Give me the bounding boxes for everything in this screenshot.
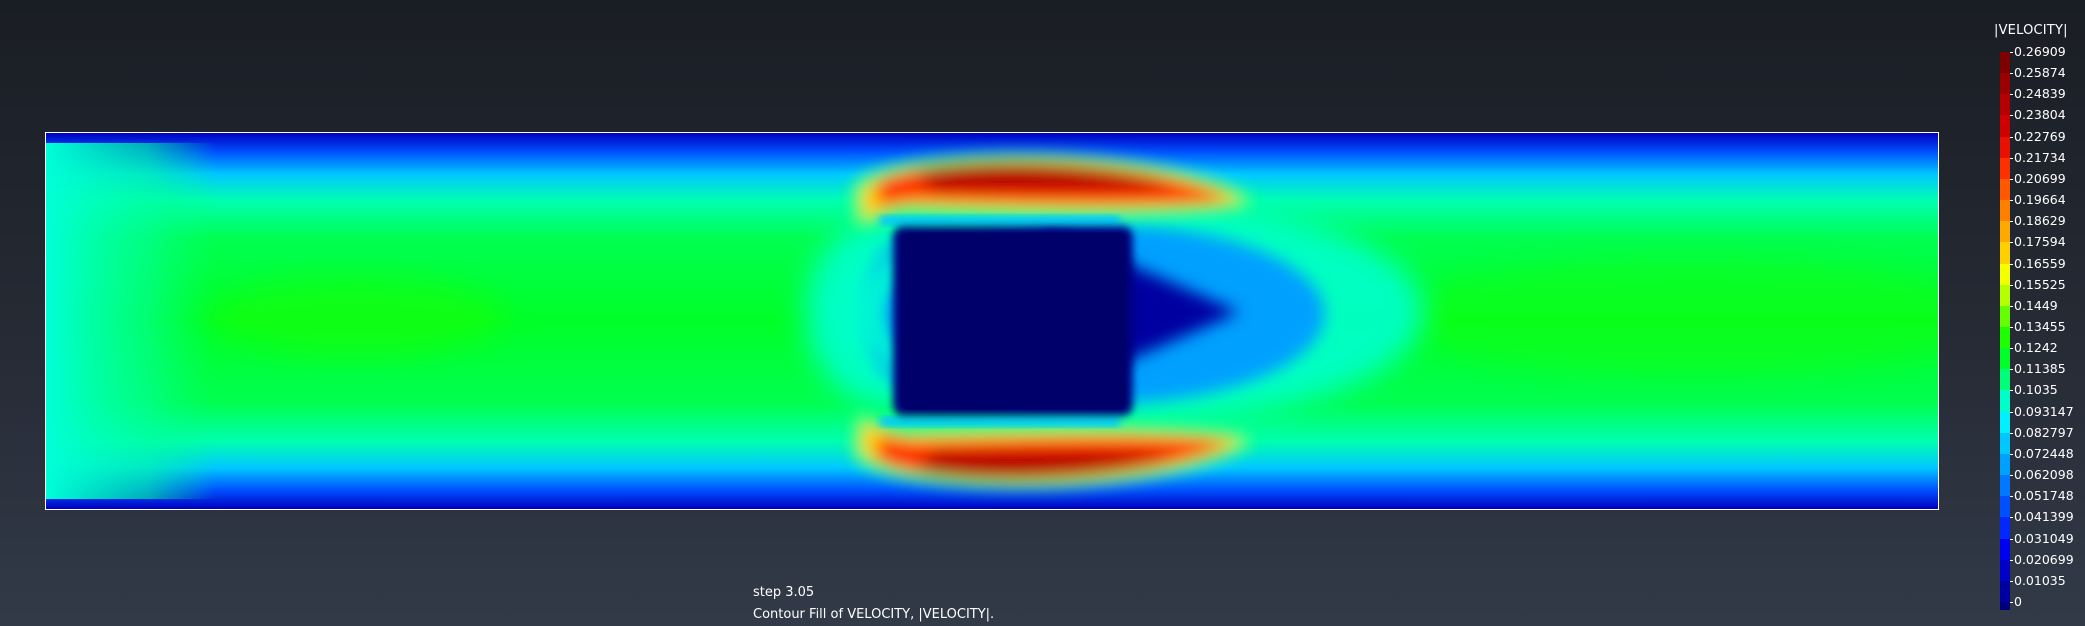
legend-swatch <box>2000 475 2010 498</box>
legend-swatch <box>2000 496 2010 519</box>
legend-swatch <box>2000 517 2010 540</box>
legend-tick <box>2010 538 2013 540</box>
legend-tick <box>2010 453 2013 455</box>
legend-tick <box>2010 263 2013 265</box>
legend-tick <box>2010 200 2013 202</box>
velocity-contour-plot[interactable] <box>45 132 1939 510</box>
legend-swatch <box>2000 327 2010 350</box>
legend-tick <box>2010 369 2013 371</box>
legend-label: 0.13455 <box>2014 319 2066 334</box>
legend-label: 0.051748 <box>2014 488 2074 504</box>
legend-swatch <box>2000 136 2010 159</box>
legend-label: 0.1035 <box>2014 382 2058 398</box>
legend-swatch <box>2000 178 2010 202</box>
legend-label: 0.1449 <box>2014 297 2058 313</box>
legend-swatch <box>2000 453 2010 477</box>
legend-label: 0.031049 <box>2014 530 2074 546</box>
legend-tick <box>2010 94 2013 96</box>
legend-tick <box>2010 284 2013 286</box>
legend-swatch <box>2000 284 2010 307</box>
legend-tick <box>2010 475 2013 477</box>
legend-label: 0.11385 <box>2014 361 2066 377</box>
legend-tick <box>2010 221 2013 223</box>
legend-tick <box>2010 327 2013 328</box>
legend-swatch <box>2000 73 2010 96</box>
legend-tick <box>2010 390 2013 392</box>
legend-swatch <box>2000 580 2010 603</box>
legend-label: 0.19664 <box>2014 192 2066 208</box>
legend-swatch <box>2000 369 2010 392</box>
legend-label: 0.26909 <box>2014 44 2066 59</box>
legend-tick <box>2010 305 2013 307</box>
legend-label: 0.20699 <box>2014 170 2066 186</box>
legend-swatch <box>2000 348 2010 371</box>
contour-fill <box>46 133 1938 509</box>
legend-tick <box>2010 73 2013 75</box>
legend-swatch <box>2000 305 2010 328</box>
legend-swatch <box>2000 242 2010 265</box>
legend-label: 0.21734 <box>2014 149 2066 165</box>
legend-swatch <box>2000 411 2010 434</box>
color-scale-bar <box>2000 52 2010 610</box>
legend-tick <box>2010 580 2013 582</box>
legend-tick <box>2010 157 2013 159</box>
legend-label: 0.18629 <box>2014 213 2066 229</box>
legend-label: 0.1242 <box>2014 340 2058 356</box>
legend-label: 0.082797 <box>2014 424 2074 440</box>
legend-label: 0.24839 <box>2014 86 2066 102</box>
legend-label: 0.041399 <box>2014 509 2074 525</box>
legend-label: 0.17594 <box>2014 234 2066 250</box>
legend-tick <box>2010 432 2013 434</box>
legend-label: 0.01035 <box>2014 572 2066 588</box>
legend-label: 0.23804 <box>2014 107 2066 123</box>
legend-tick <box>2010 496 2013 498</box>
legend-label: 0.093147 <box>2014 403 2074 419</box>
legend-tick <box>2010 559 2013 561</box>
legend-label: 0.25874 <box>2014 65 2066 81</box>
step-label: step 3.05 <box>753 585 815 600</box>
legend-tick <box>2010 178 2013 180</box>
legend-label: 0.22769 <box>2014 128 2066 144</box>
legend-label: 0.16559 <box>2014 255 2066 271</box>
legend-label: 0 <box>2014 594 2022 609</box>
plot-description: Contour Fill of VELOCITY, |VELOCITY|. <box>753 607 995 622</box>
legend-tick <box>2010 411 2013 413</box>
legend-tick <box>2010 242 2013 244</box>
legend-label: 0.020699 <box>2014 551 2074 567</box>
legend-swatch <box>2000 52 2010 75</box>
legend-label: 0.072448 <box>2014 445 2074 461</box>
legend-tick <box>2010 517 2013 519</box>
legend-tick <box>2010 602 2013 603</box>
legend-swatch <box>2000 538 2010 561</box>
legend-title: |VELOCITY| <box>1994 23 2068 38</box>
legend-swatch <box>2000 559 2010 582</box>
legend-swatch <box>2000 390 2010 413</box>
legend-swatch <box>2000 94 2010 117</box>
legend-tick <box>2010 115 2013 117</box>
legend-label: 0.15525 <box>2014 276 2066 292</box>
legend-tick <box>2010 348 2013 350</box>
legend-swatch <box>2000 263 2010 286</box>
legend-swatch <box>2000 602 2010 610</box>
legend-swatch <box>2000 115 2010 138</box>
legend-tick <box>2010 52 2013 53</box>
legend-swatch <box>2000 221 2010 244</box>
legend-tick <box>2010 136 2013 138</box>
legend-swatch <box>2000 200 2010 223</box>
legend-swatch <box>2000 157 2010 180</box>
legend-label: 0.062098 <box>2014 467 2074 483</box>
legend-swatch <box>2000 432 2010 455</box>
